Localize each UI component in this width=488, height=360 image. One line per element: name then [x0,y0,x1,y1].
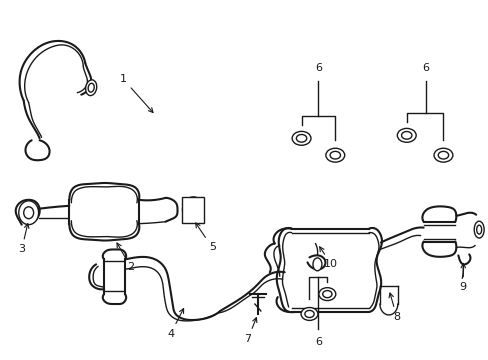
Text: 5: 5 [195,223,215,252]
Ellipse shape [301,307,317,320]
Text: 6: 6 [314,63,321,73]
Ellipse shape [187,203,199,216]
Text: 3: 3 [18,224,29,255]
Ellipse shape [325,148,344,162]
Ellipse shape [291,131,310,145]
Ellipse shape [296,135,306,142]
Text: 6: 6 [314,337,321,347]
Ellipse shape [473,221,483,238]
Ellipse shape [437,151,447,159]
Text: 10: 10 [319,247,338,269]
Text: 2: 2 [117,243,134,272]
Ellipse shape [312,258,321,271]
Ellipse shape [396,129,415,142]
FancyBboxPatch shape [182,197,204,223]
Ellipse shape [24,207,34,219]
Text: 4: 4 [167,309,183,339]
Text: 7: 7 [244,318,256,344]
Text: 1: 1 [119,74,153,113]
Ellipse shape [304,310,313,318]
Ellipse shape [182,197,204,223]
Ellipse shape [318,288,335,301]
Ellipse shape [19,201,39,225]
Ellipse shape [322,291,331,298]
Text: 6: 6 [421,63,428,73]
Ellipse shape [433,148,452,162]
Text: 8: 8 [388,293,400,322]
Ellipse shape [476,225,481,234]
Ellipse shape [88,83,94,92]
Ellipse shape [329,151,340,159]
Ellipse shape [85,80,97,96]
Text: 9: 9 [459,264,466,292]
Ellipse shape [401,131,411,139]
